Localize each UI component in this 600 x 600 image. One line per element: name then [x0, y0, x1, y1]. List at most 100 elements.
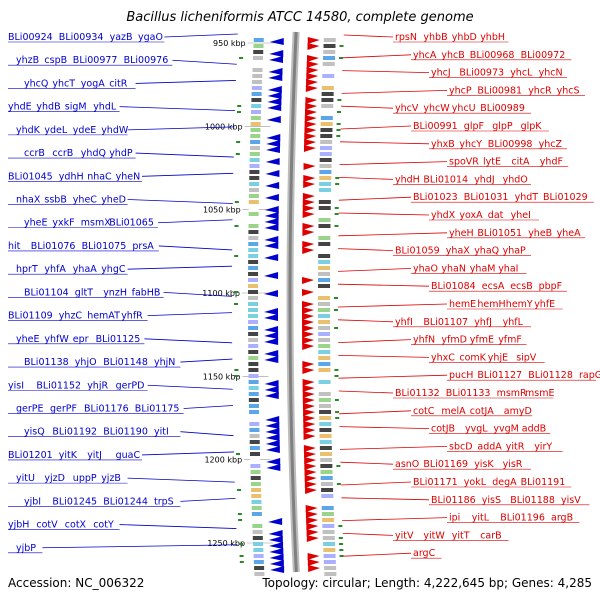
forward-gene-label: yhcZ [539, 139, 563, 150]
annotation-block [320, 482, 333, 486]
label-connector [339, 161, 448, 165]
reverse-gene-glyph [266, 134, 281, 141]
reverse-gene-glyph [264, 254, 279, 261]
annotation-block [250, 476, 261, 480]
annotation-block [253, 542, 264, 546]
annotation-block [322, 524, 335, 528]
annotation-block [248, 356, 259, 360]
forward-gene-glyph [307, 43, 320, 50]
reverse-gene-label: uppP [73, 473, 97, 484]
reverse-gene-label: BLi00924 [8, 32, 53, 43]
forward-gene-label: argB [551, 513, 573, 524]
forward-gene-glyph [302, 397, 315, 404]
annotation-block [320, 476, 333, 480]
annotation-block [248, 206, 259, 210]
forward-gene-glyph [303, 415, 316, 422]
reverse-gene-glyph [269, 38, 284, 45]
gc-marker [334, 213, 339, 215]
forward-gene-glyph [302, 319, 315, 326]
annotation-block [323, 560, 336, 564]
annotation-block [248, 332, 259, 336]
annotation-block [250, 122, 261, 126]
forward-gene-label: BLi01031 [464, 192, 509, 203]
reverse-gene-glyph [269, 542, 284, 549]
forward-gene-label: yhcN [539, 68, 563, 79]
forward-gene-label: yvgM [493, 424, 518, 435]
forward-gene-label: BLi01191 [521, 477, 566, 488]
label-connector [339, 446, 448, 450]
annotation-block [320, 464, 333, 468]
reverse-gene-label: yhzC [59, 311, 83, 322]
reverse-gene-label: msmX [81, 218, 111, 229]
reverse-gene-label: BLi00977 [73, 55, 118, 66]
reverse-gene-label: yogA [81, 78, 105, 89]
gc-marker [237, 513, 242, 515]
reverse-gene-label: cotX [65, 520, 87, 531]
reverse-gene-label: ydeE [73, 125, 97, 136]
reverse-gene-label: ydeL [44, 125, 67, 136]
forward-gene-glyph [302, 289, 315, 296]
annotation-block [319, 446, 332, 450]
gc-marker [239, 543, 244, 545]
forward-gene-glyph [304, 481, 317, 488]
forward-gene-label: yheB [528, 228, 552, 239]
forward-gene-label: carB [480, 530, 501, 541]
annotation-block [318, 380, 331, 384]
annotation-block [252, 518, 263, 522]
forward-gene-label: BLi00968 [470, 50, 515, 61]
forward-gene-label: yhcV [395, 103, 419, 114]
reverse-gene-label: yjbP [16, 543, 36, 554]
annotation-block [318, 374, 331, 378]
reverse-gene-label: yitJ [87, 450, 102, 461]
annotation-block [252, 536, 263, 540]
forward-gene-label: BLi00998 [488, 139, 533, 150]
annotation-block [250, 140, 261, 144]
forward-gene-label: yokL [464, 477, 487, 488]
annotation-block [248, 278, 259, 282]
reverse-gene-glyph [264, 314, 279, 321]
reverse-gene-glyph [265, 446, 280, 453]
annotation-block [318, 404, 331, 408]
annotation-block [319, 170, 332, 174]
annotation-block [322, 56, 335, 60]
reverse-gene-glyph [264, 338, 279, 345]
forward-gene-label: ecsB [510, 281, 533, 292]
forward-gene-label: BLi01127 [477, 370, 522, 381]
gc-marker [334, 309, 339, 311]
forward-gene-label: BLi00989 [480, 103, 525, 114]
annotation-block [248, 320, 259, 324]
forward-gene-label: comK [459, 352, 486, 363]
forward-gene-label: pucH [449, 370, 473, 381]
forward-gene-glyph [302, 379, 315, 386]
forward-gene-label: yhcY [459, 139, 482, 150]
annotation-block [249, 188, 260, 192]
annotation-block [318, 218, 331, 222]
annotation-block [248, 308, 259, 312]
annotation-block [251, 110, 262, 114]
forward-gene-glyph [304, 469, 317, 476]
forward-gene-glyph [306, 523, 319, 530]
annotation-block [249, 440, 260, 444]
gc-marker [234, 255, 239, 257]
label-connector [127, 199, 233, 204]
annotation-block [318, 272, 331, 276]
forward-gene-glyph [304, 457, 317, 464]
annotation-block [248, 248, 259, 252]
forward-gene-glyph [303, 421, 316, 428]
reverse-gene-label: yxkF [52, 218, 74, 229]
annotation-block [250, 470, 261, 474]
forward-gene-label: yirY [534, 441, 552, 452]
forward-gene-glyph [302, 385, 315, 392]
forward-gene-label: yhbB [423, 32, 447, 43]
annotation-block [321, 500, 334, 504]
kbp-tick-label: 1250 kbp [207, 539, 245, 548]
forward-gene-glyph [303, 433, 316, 440]
forward-gene-label: cotJA [470, 406, 494, 417]
forward-gene-label: glpK [521, 121, 543, 132]
label-connector [338, 319, 394, 323]
gc-marker [234, 375, 239, 377]
annotation-block [251, 86, 262, 90]
reverse-gene-label: yheD [101, 195, 126, 206]
annotation-block [251, 506, 262, 510]
